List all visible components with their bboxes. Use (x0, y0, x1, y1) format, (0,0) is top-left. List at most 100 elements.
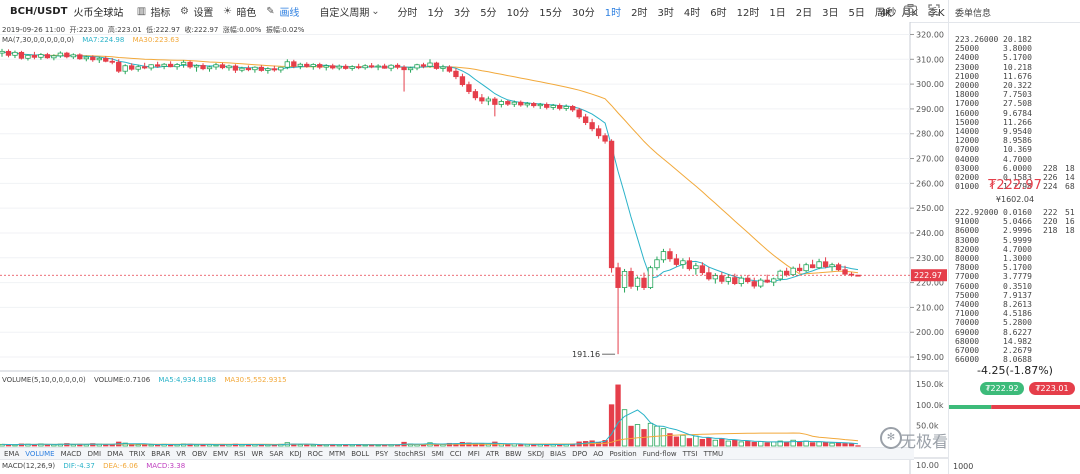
bids-row: 68000 14.982 (955, 337, 1080, 346)
indicator-tab-13[interactable]: KDJ (289, 449, 302, 458)
bids-cell: 75000 (955, 290, 980, 300)
asks-row: 25000 3.8000 (955, 44, 1080, 53)
interval-0[interactable]: 分时 (397, 7, 418, 19)
asks-row: 07000 10.369 (955, 145, 1080, 154)
indicator-tab-4[interactable]: DMA (107, 449, 124, 458)
volume-bar (758, 441, 764, 447)
chart-grid (0, 22, 948, 474)
indicator-tab-29[interactable]: Fund-flow (642, 449, 677, 458)
interval-9[interactable]: 3时 (657, 7, 674, 19)
bids-cell: 78000 (955, 263, 980, 273)
indicators-button[interactable]: ▥ 指标 (135, 4, 171, 19)
draw-button[interactable]: ✎ 画线 (264, 4, 299, 19)
candle-body (252, 66, 258, 71)
buy-sell-ratio-bar (949, 405, 1080, 409)
interval-12[interactable]: 12时 (736, 7, 760, 19)
volume-bar (809, 442, 816, 447)
interval-11[interactable]: 6时 (710, 7, 727, 19)
camera-icon[interactable] (904, 4, 917, 15)
indicator-tab-16[interactable]: BOLL (351, 449, 370, 458)
bids-cell: 220 (1043, 217, 1058, 227)
interval-6[interactable]: 30分 (572, 7, 595, 19)
indicator-tab-5[interactable]: TRIX (129, 449, 146, 458)
interval-18[interactable]: 月K (901, 7, 918, 19)
indicator-tab-8[interactable]: OBV (191, 449, 207, 458)
asks-cell: 18 (1065, 163, 1075, 173)
candle-body (323, 65, 329, 68)
indicator-tab-20[interactable]: CCI (449, 449, 462, 458)
volume-bar (842, 443, 848, 447)
indicator-tab-31[interactable]: TTMU (703, 449, 724, 458)
indicator-tab-17[interactable]: PSY (375, 449, 389, 458)
volume-bar (771, 441, 777, 447)
indicator-tab-19[interactable]: SMI (431, 449, 444, 458)
indicator-tab-6[interactable]: BRAR (151, 449, 171, 458)
volume-tick-label: 100.0k (916, 401, 944, 410)
indicator-tab-1[interactable]: VOLUME (25, 449, 55, 458)
interval-8[interactable]: 2时 (631, 7, 648, 19)
interval-16[interactable]: 5日 (848, 7, 865, 19)
volume-bar (518, 444, 524, 447)
ohlc-close: 收:222.97 (184, 26, 219, 34)
indicator-tab-22[interactable]: ATR (485, 449, 500, 458)
candle-body (213, 64, 219, 68)
ohlc-amplitude: 振幅:0.02% (265, 26, 305, 34)
bids-row: 77000 3.7779 (955, 272, 1080, 281)
indicator-tab-7[interactable]: VR (176, 449, 186, 458)
interval-14[interactable]: 2日 (795, 7, 813, 19)
interval-19[interactable]: 季K (928, 7, 945, 19)
theme-button[interactable]: ☀ 暗色 (221, 4, 256, 19)
indicator-tab-11[interactable]: WR (251, 449, 264, 458)
interval-3[interactable]: 5分 (480, 7, 497, 19)
interval-17[interactable]: 周K (874, 7, 892, 19)
buy-price-button[interactable]: ₮222.92 (980, 382, 1024, 395)
candle-body (615, 267, 621, 288)
interval-13[interactable]: 1日 (769, 7, 786, 19)
symbol-label[interactable]: BCH/USDT (10, 5, 68, 17)
price-chart[interactable]: 320.00 310.00 300.00 290.00 280.00 270.00 260.… (0, 22, 948, 474)
interval-4[interactable]: 10分 (506, 7, 530, 19)
candle-body (317, 64, 323, 68)
volume-bar (628, 425, 634, 447)
fullscreen-icon[interactable] (928, 4, 940, 16)
interval-10[interactable]: 4时 (683, 7, 701, 19)
volume-bar (686, 438, 693, 447)
candle-body (368, 65, 375, 68)
bids-row: 76000 0.3510 (955, 282, 1080, 291)
interval-1[interactable]: 1分 (427, 7, 444, 19)
indicator-tab-0[interactable]: EMA (4, 449, 20, 458)
indicator-tab-3[interactable]: DMI (87, 449, 102, 458)
indicator-tab-21[interactable]: MFI (467, 449, 480, 458)
indicator-tab-2[interactable]: MACD (60, 449, 82, 458)
interval-15[interactable]: 3日 (822, 7, 839, 19)
indicator-tab-14[interactable]: ROC (307, 449, 323, 458)
indicator-tab-25[interactable]: BIAS (550, 449, 567, 458)
candle-body (764, 279, 770, 283)
indicator-tab-30[interactable]: TTSI (682, 449, 698, 458)
indicator-tab-26[interactable]: DPO (572, 449, 588, 458)
indicator-tab-23[interactable]: BBW (505, 449, 522, 458)
interval-7[interactable]: 1时 (604, 7, 622, 19)
settings-button[interactable]: ⚙ 设置 (178, 4, 213, 19)
chart-bars-icon: ▥ (136, 5, 147, 17)
indicator-tab-10[interactable]: RSI (234, 449, 246, 458)
candle-body (719, 275, 725, 282)
indicator-tab-27[interactable]: AO (593, 449, 604, 458)
interval-2[interactable]: 3分 (453, 7, 471, 19)
interval-5[interactable]: 15分 (539, 7, 563, 19)
indicator-tab-18[interactable]: StochRSI (394, 449, 426, 458)
volume-bar (706, 437, 712, 447)
candle-body (141, 66, 148, 69)
indicator-tab-24[interactable]: SKDJ (527, 449, 545, 458)
price-tick-label: 210.00 (916, 303, 944, 312)
indicator-tab-28[interactable]: Position (609, 449, 637, 458)
sell-price-button[interactable]: ₮223.01 (1029, 382, 1075, 395)
custom-period-dropdown[interactable]: 自定义周期 ⌄ (319, 4, 384, 19)
candle-body (200, 65, 206, 70)
bids-cell: 14.982 (1003, 336, 1032, 346)
chart-toolbar: BCH/USDT 火币全球站 ▥ 指标 ⚙ 设置 ☀ 暗色 ✎ 画线 自定义周期 ⌄ 分时… (0, 0, 948, 23)
indicator-tab-12[interactable]: SAR (269, 449, 284, 458)
indicator-tab-9[interactable]: EMV (212, 449, 229, 458)
ma30-value: MA30:223.63 (132, 36, 180, 44)
indicator-tab-15[interactable]: MTM (328, 449, 346, 458)
